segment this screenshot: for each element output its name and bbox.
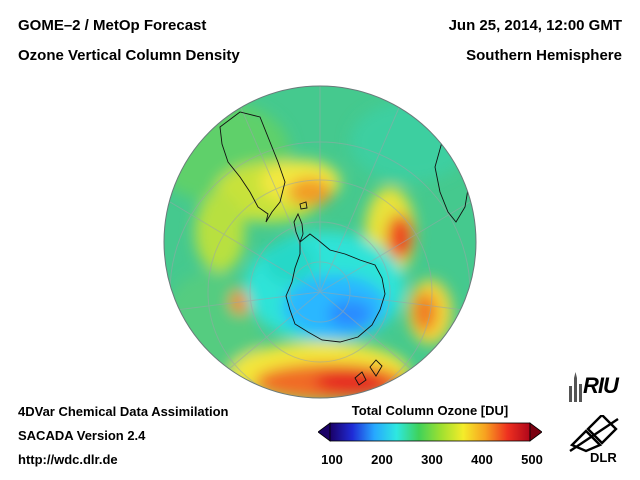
colorbar-scale [329,422,531,442]
title-date: Jun 25, 2014, 12:00 GMT [448,17,622,34]
title-product: GOME–2 / MetOp Forecast [18,17,207,34]
footer-method: 4DVar Chemical Data Assimilation [18,404,229,419]
title-quantity: Ozone Vertical Column Density [18,47,240,64]
colorbar-tick: 400 [471,452,493,467]
riu-logo-icon [569,372,582,402]
colorbar-tick: 100 [321,452,343,467]
dlr-logo-text: DLR [590,450,617,465]
coastlines [219,111,476,386]
colorbar-tick: 500 [521,452,543,467]
ozone-globe-map [163,85,477,399]
colorbar [318,422,542,442]
colorbar-tick: 200 [371,452,393,467]
colorbar-title: Total Column Ozone [DU] [351,403,509,418]
footer-version: SACADA Version 2.4 [18,428,146,443]
riu-logo-text: RIU [583,373,619,398]
footer-url[interactable]: http://wdc.dlr.de [18,452,118,467]
title-region: Southern Hemisphere [466,47,622,64]
colorbar-min-arrow [318,422,331,442]
globe-outline [163,85,477,399]
colorbar-tick: 300 [421,452,443,467]
colorbar-max-arrow [529,422,542,442]
ozone-field [164,102,470,398]
dlr-logo-icon [569,415,619,453]
